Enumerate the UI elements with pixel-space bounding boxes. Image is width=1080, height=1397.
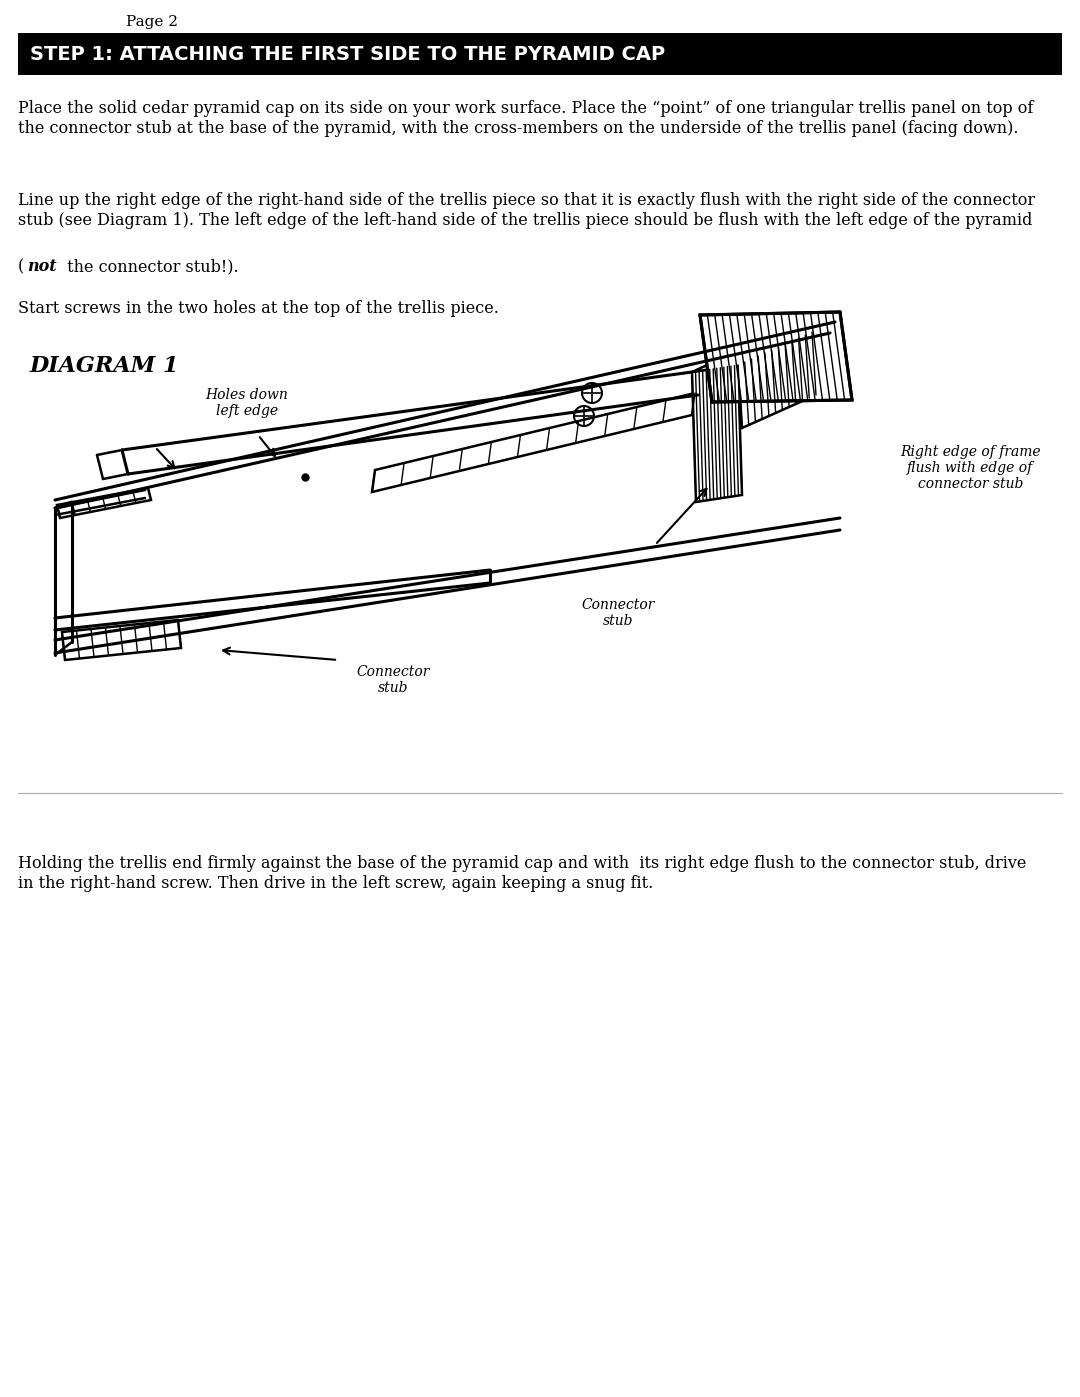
Text: not: not bbox=[27, 258, 56, 275]
Text: STEP 1: ATTACHING THE FIRST SIDE TO THE PYRAMID CAP: STEP 1: ATTACHING THE FIRST SIDE TO THE … bbox=[30, 45, 665, 63]
Text: Right edge of frame
flush with edge of
connector stub: Right edge of frame flush with edge of c… bbox=[900, 444, 1041, 492]
Text: the connector stub!).: the connector stub!). bbox=[62, 258, 239, 275]
Polygon shape bbox=[692, 365, 742, 502]
Text: Place the solid cedar pyramid cap on its side on your work surface. Place the “p: Place the solid cedar pyramid cap on its… bbox=[18, 101, 1034, 137]
Polygon shape bbox=[700, 312, 852, 402]
Text: Connector
stub: Connector stub bbox=[581, 598, 654, 629]
Text: Connector
stub: Connector stub bbox=[356, 665, 430, 696]
Text: Holding the trellis end firmly against the base of the pyramid cap and with  its: Holding the trellis end firmly against t… bbox=[18, 855, 1026, 891]
Bar bbox=[18, 34, 1062, 75]
Text: Line up the right edge of the right-hand side of the trellis piece so that it is: Line up the right edge of the right-hand… bbox=[18, 191, 1035, 229]
Polygon shape bbox=[738, 332, 816, 427]
Polygon shape bbox=[692, 332, 812, 372]
Text: DIAGRAM 1: DIAGRAM 1 bbox=[30, 355, 179, 377]
Text: Page 2: Page 2 bbox=[126, 15, 178, 29]
Polygon shape bbox=[372, 393, 696, 492]
Polygon shape bbox=[57, 488, 151, 518]
Text: Holes down
left edge: Holes down left edge bbox=[205, 388, 288, 418]
Polygon shape bbox=[62, 620, 181, 659]
Text: Start screws in the two holes at the top of the trellis piece.: Start screws in the two holes at the top… bbox=[18, 300, 499, 317]
Text: (: ( bbox=[18, 258, 24, 275]
